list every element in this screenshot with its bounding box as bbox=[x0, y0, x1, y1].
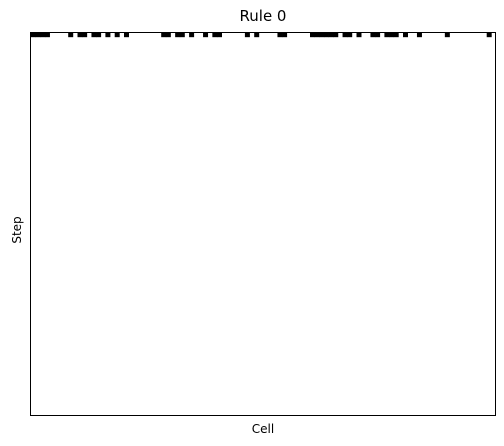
cell-on bbox=[282, 33, 288, 38]
cell-on bbox=[403, 33, 408, 38]
cell-on bbox=[310, 33, 315, 38]
cell-on bbox=[124, 33, 129, 38]
cell-on bbox=[175, 33, 181, 38]
cell-on bbox=[77, 33, 83, 38]
cell-on bbox=[44, 33, 50, 38]
cell-on bbox=[68, 33, 74, 38]
cell-on bbox=[254, 33, 260, 38]
cell-on bbox=[165, 33, 171, 38]
cell-on bbox=[31, 33, 36, 38]
cell-on bbox=[114, 33, 120, 38]
cell-on bbox=[82, 33, 88, 38]
plot-frame bbox=[30, 32, 496, 416]
cell-on bbox=[384, 33, 390, 38]
cell-on bbox=[91, 33, 97, 38]
chart-title: Rule 0 bbox=[239, 7, 287, 25]
cell-on bbox=[314, 33, 320, 38]
cell-on bbox=[342, 33, 348, 38]
cell-on bbox=[356, 33, 362, 38]
cell-on bbox=[323, 33, 329, 38]
y-axis-label: Step bbox=[10, 216, 24, 244]
cell-on bbox=[486, 33, 492, 38]
cell-on bbox=[189, 33, 195, 38]
cell-on bbox=[244, 33, 250, 38]
cell-on bbox=[179, 33, 185, 38]
cell-on bbox=[105, 33, 111, 38]
cell-on bbox=[347, 33, 353, 38]
x-axis-label: Cell bbox=[251, 422, 275, 436]
cell-on bbox=[217, 33, 222, 38]
cell-on bbox=[416, 33, 422, 38]
cell-on bbox=[319, 33, 325, 38]
cell-on bbox=[328, 33, 334, 38]
cells-layer bbox=[31, 33, 492, 38]
cell-on bbox=[277, 33, 283, 38]
cell-on bbox=[370, 33, 376, 38]
cell-on bbox=[40, 33, 46, 38]
cell-on bbox=[212, 33, 218, 38]
cell-on bbox=[96, 33, 102, 38]
cell-on bbox=[375, 33, 381, 38]
cell-on bbox=[393, 33, 399, 38]
cell-on bbox=[333, 33, 339, 38]
cell-on bbox=[161, 33, 167, 38]
cell-on bbox=[444, 33, 450, 38]
cell-on bbox=[203, 33, 209, 38]
cell-on bbox=[35, 33, 41, 38]
cell-on bbox=[389, 33, 395, 38]
